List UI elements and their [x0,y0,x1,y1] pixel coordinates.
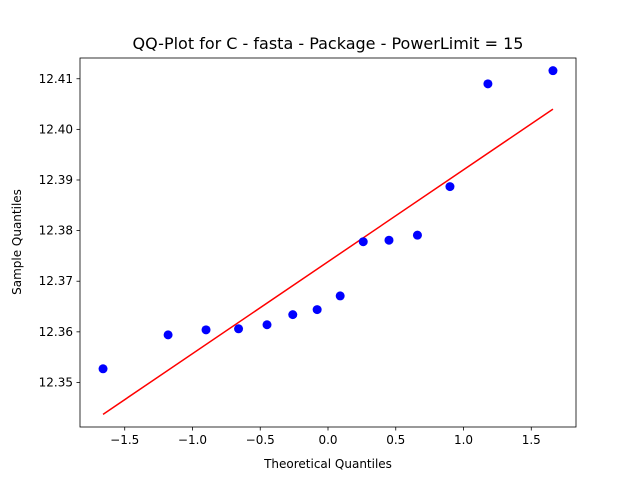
data-point [201,325,211,335]
x-tick-label: 0.0 [318,433,337,447]
data-point [262,320,272,330]
chart-title: QQ-Plot for C - fasta - Package - PowerL… [133,34,524,53]
x-tick-label: 0.5 [386,433,405,447]
x-axis-label: Theoretical Quantiles [263,457,392,471]
x-tick-label: −1.5 [110,433,139,447]
plot-area [98,66,558,415]
y-tick-label: 12.40 [39,122,73,136]
data-point [548,66,558,76]
data-point [288,310,298,320]
data-point [335,291,345,301]
x-tick-label: 1.0 [454,433,473,447]
y-tick-label: 12.38 [39,224,73,238]
y-tick-label: 12.37 [39,274,73,288]
x-tick-label: −1.0 [178,433,207,447]
data-point [234,324,244,334]
y-tick-label: 12.41 [39,72,73,86]
data-point [384,235,394,245]
reference-line [102,108,554,415]
data-point [163,330,173,340]
data-point [412,230,422,240]
y-tick-label: 12.39 [39,173,73,187]
data-point [312,305,322,315]
x-tick-label: −0.5 [246,433,275,447]
data-point [483,79,493,89]
y-axis-label: Sample Quantiles [10,189,24,295]
x-tick-label: 1.5 [522,433,541,447]
data-point [358,237,368,247]
data-point [445,182,455,192]
y-tick-label: 12.35 [39,375,73,389]
y-tick-label: 12.36 [39,325,73,339]
data-point [98,364,108,374]
axes: −1.5 −1.0 −0.5 0.0 0.5 1.0 1.5 12.35 12.36 12.37 1… [39,57,577,447]
